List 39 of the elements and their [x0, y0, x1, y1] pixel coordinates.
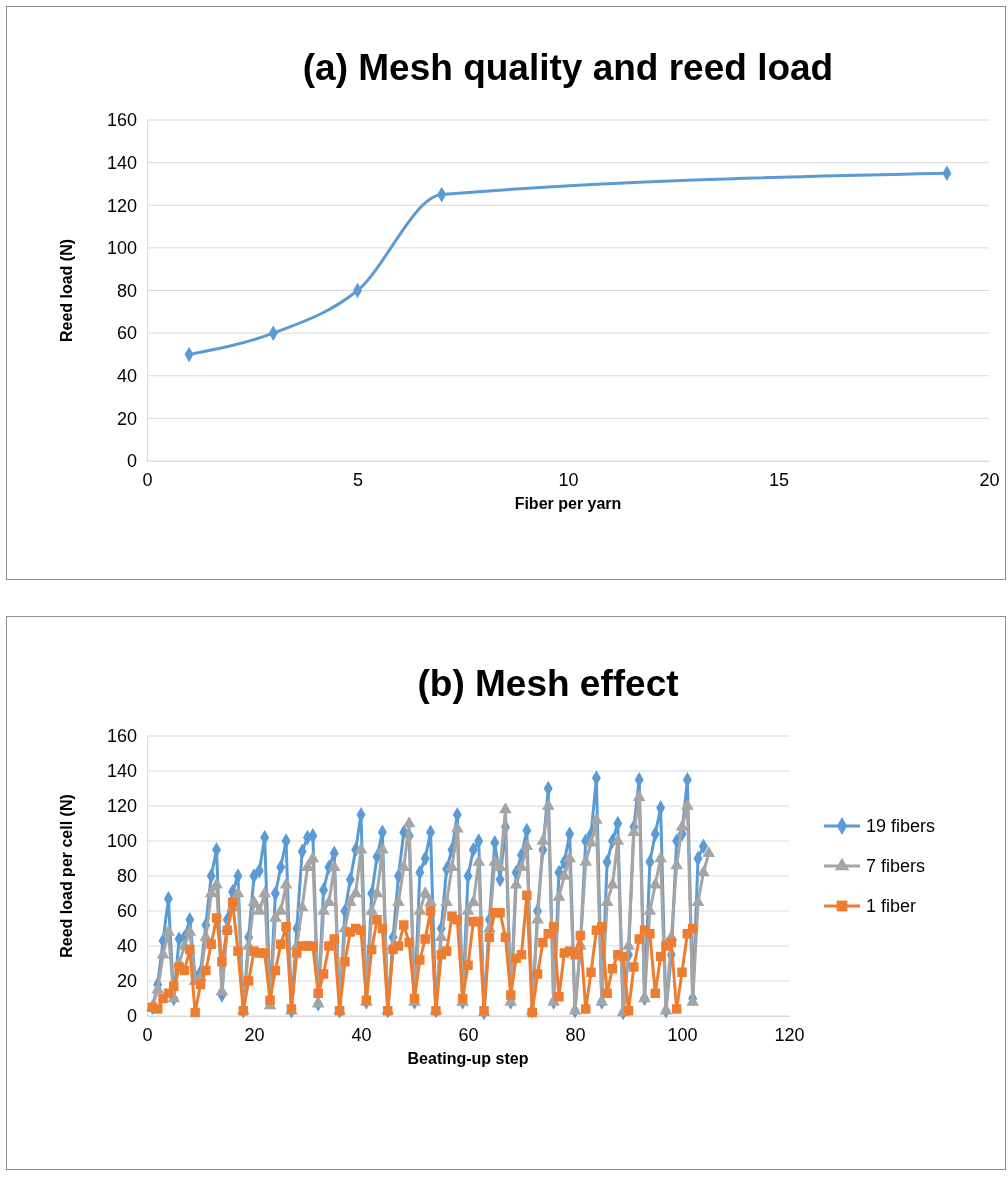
y-tick-label: 20 [116, 408, 137, 429]
legend-label: 7 fibers [866, 856, 926, 876]
y-tick-label: 60 [116, 323, 137, 344]
y-tick-label: 100 [106, 831, 137, 852]
y-tick-label: 140 [106, 761, 137, 782]
x-tick-label: 60 [458, 1024, 479, 1045]
y-tick-label: 40 [116, 366, 137, 387]
y-axis-title: Reed load (N) [58, 238, 75, 343]
y-tick-label: 120 [106, 796, 137, 817]
x-tick-label: 20 [244, 1024, 265, 1045]
y-tick-label: 0 [126, 1006, 137, 1027]
y-tick-label: 0 [126, 451, 137, 472]
chart-title: (a) Mesh quality and reed load [302, 47, 834, 88]
y-tick-label: 100 [106, 238, 137, 259]
y-tick-label: 140 [106, 152, 137, 173]
x-axis-title: Fiber per yarn [514, 495, 622, 512]
chart-title: (b) Mesh effect [417, 663, 679, 704]
y-tick-label: 20 [116, 971, 137, 992]
y-tick-label: 80 [116, 866, 137, 887]
x-tick-label: 5 [352, 469, 364, 490]
x-tick-label: 120 [774, 1024, 805, 1045]
x-tick-label: 15 [768, 469, 790, 490]
x-axis-title: Beating-up step [407, 1050, 529, 1067]
x-tick-label: 0 [142, 1024, 153, 1045]
y-tick-label: 120 [106, 195, 137, 216]
x-tick-label: 40 [351, 1024, 372, 1045]
y-axis-title: Reed load per cell (N) [58, 794, 75, 958]
x-tick-label: 20 [979, 469, 1000, 490]
x-tick-label: 80 [565, 1024, 586, 1045]
x-tick-label: 100 [667, 1024, 698, 1045]
x-tick-label: 0 [142, 469, 153, 490]
y-tick-label: 160 [106, 726, 137, 747]
x-tick-label: 10 [558, 469, 579, 490]
legend-label: 1 fiber [866, 896, 917, 916]
y-tick-label: 160 [106, 110, 137, 131]
y-tick-label: 40 [116, 936, 137, 957]
y-tick-label: 60 [116, 901, 137, 922]
y-tick-label: 80 [116, 280, 137, 301]
legend-label: 19 fibers [866, 816, 936, 836]
